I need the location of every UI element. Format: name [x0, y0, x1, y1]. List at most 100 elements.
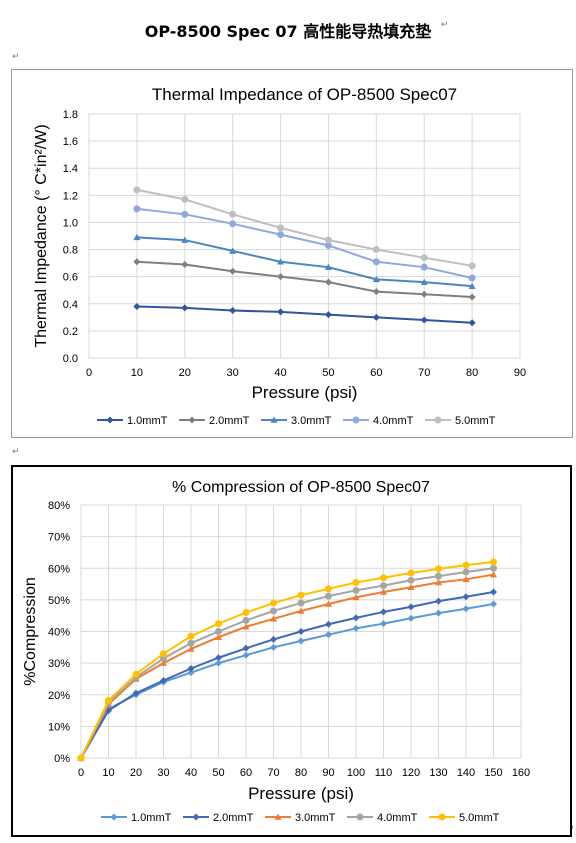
x-tick-label: 150 — [484, 767, 502, 779]
legend-marker — [188, 416, 196, 424]
series-line — [80, 573, 494, 759]
data-point — [297, 637, 305, 645]
x-tick-label: 70 — [418, 367, 430, 379]
series-line — [80, 590, 494, 759]
series-line — [136, 236, 473, 288]
x-tick-label: 160 — [512, 767, 530, 779]
data-point — [352, 578, 360, 586]
legend-marker — [438, 813, 446, 821]
y-tick-label: 0% — [54, 753, 70, 765]
data-point — [324, 236, 332, 244]
data-point — [468, 319, 476, 327]
x-tick-label: 10 — [131, 367, 143, 379]
data-point — [435, 597, 442, 605]
x-tick-label: 0 — [86, 367, 92, 379]
series-line — [80, 560, 494, 759]
data-point — [352, 614, 360, 622]
data-point — [325, 592, 332, 600]
data-point — [277, 231, 285, 239]
legend-label: 1.0mmT — [127, 415, 168, 427]
data-point — [407, 614, 415, 622]
y-tick-label: 0.2 — [63, 326, 78, 338]
data-point — [277, 308, 285, 316]
data-point — [490, 564, 497, 572]
data-point — [215, 659, 222, 667]
x-tick-label: 70 — [267, 767, 279, 779]
data-point — [277, 224, 285, 232]
data-point — [352, 586, 360, 594]
legend-item: 2.0mmT — [183, 812, 254, 824]
data-point — [160, 650, 167, 658]
data-point — [133, 258, 141, 266]
data-point — [380, 574, 387, 582]
data-point — [380, 582, 387, 590]
data-point — [462, 593, 470, 601]
series-2.0mmT — [77, 588, 497, 762]
data-point — [77, 754, 85, 762]
data-point — [215, 633, 222, 640]
chart-title: Thermal Impedance of OP-8500 Spec07 — [152, 85, 457, 104]
series-3.0mmT — [133, 233, 476, 289]
series-4.0mmT — [133, 205, 476, 282]
data-point — [270, 635, 277, 643]
x-tick-label: 30 — [227, 367, 239, 379]
data-point — [181, 236, 189, 243]
legend-marker — [434, 416, 442, 424]
legend-label: 2.0mmT — [213, 812, 254, 824]
data-point — [462, 605, 470, 613]
series-line — [136, 260, 473, 298]
x-tick-label: 120 — [402, 767, 420, 779]
data-point — [372, 288, 380, 296]
series-1.0mmT — [133, 302, 476, 327]
data-point — [407, 569, 415, 577]
data-point — [462, 561, 470, 569]
x-tick-label: 80 — [295, 767, 307, 779]
legend-item: 3.0mmT — [261, 415, 332, 427]
legend-item: 2.0mmT — [179, 415, 250, 427]
legend-item: 4.0mmT — [343, 415, 414, 427]
data-point — [490, 571, 497, 578]
series-line — [80, 567, 494, 759]
data-point — [420, 278, 428, 285]
data-point — [277, 258, 285, 265]
data-point — [468, 274, 476, 282]
legend-label: 4.0mmT — [377, 812, 418, 824]
data-point — [435, 572, 442, 580]
x-tick-label: 110 — [375, 767, 393, 779]
y-tick-label: 0.0 — [63, 353, 78, 365]
data-point — [270, 643, 277, 651]
y-tick-label: 50% — [48, 595, 70, 607]
data-point — [325, 585, 332, 593]
x-tick-label: 140 — [457, 767, 475, 779]
legend-item: 1.0mmT — [101, 812, 172, 824]
data-point — [105, 696, 112, 704]
data-point — [372, 275, 380, 283]
series-5.0mmT — [77, 558, 497, 762]
x-tick-label: 90 — [322, 767, 334, 779]
x-tick-label: 60 — [370, 367, 382, 379]
x-tick-label: 130 — [429, 767, 447, 779]
data-point — [133, 233, 141, 241]
legend-marker — [356, 813, 364, 821]
data-point — [407, 603, 415, 611]
x-tick-label: 80 — [466, 367, 478, 379]
compression-chart: % Compression of OP-8500 Spec07 0% 10% 20% 3… — [11, 465, 572, 837]
data-point — [242, 623, 250, 630]
y-tick-label: 40% — [48, 627, 70, 639]
data-point — [215, 628, 222, 635]
data-point — [270, 599, 277, 607]
data-point — [420, 316, 428, 324]
legend-label: 1.0mmT — [131, 812, 172, 824]
paragraph-mark: ↵ — [441, 20, 449, 30]
data-point — [229, 210, 237, 218]
x-tick-label: 50 — [212, 767, 224, 779]
legend-label: 3.0mmT — [291, 415, 332, 427]
data-point — [132, 670, 140, 678]
x-tick-label: 20 — [179, 367, 191, 379]
data-point — [297, 628, 305, 635]
x-tick-label: 50 — [322, 367, 334, 379]
data-point — [187, 639, 195, 647]
data-point — [215, 620, 222, 628]
x-tick-label: 20 — [130, 767, 142, 779]
data-point — [229, 220, 237, 228]
